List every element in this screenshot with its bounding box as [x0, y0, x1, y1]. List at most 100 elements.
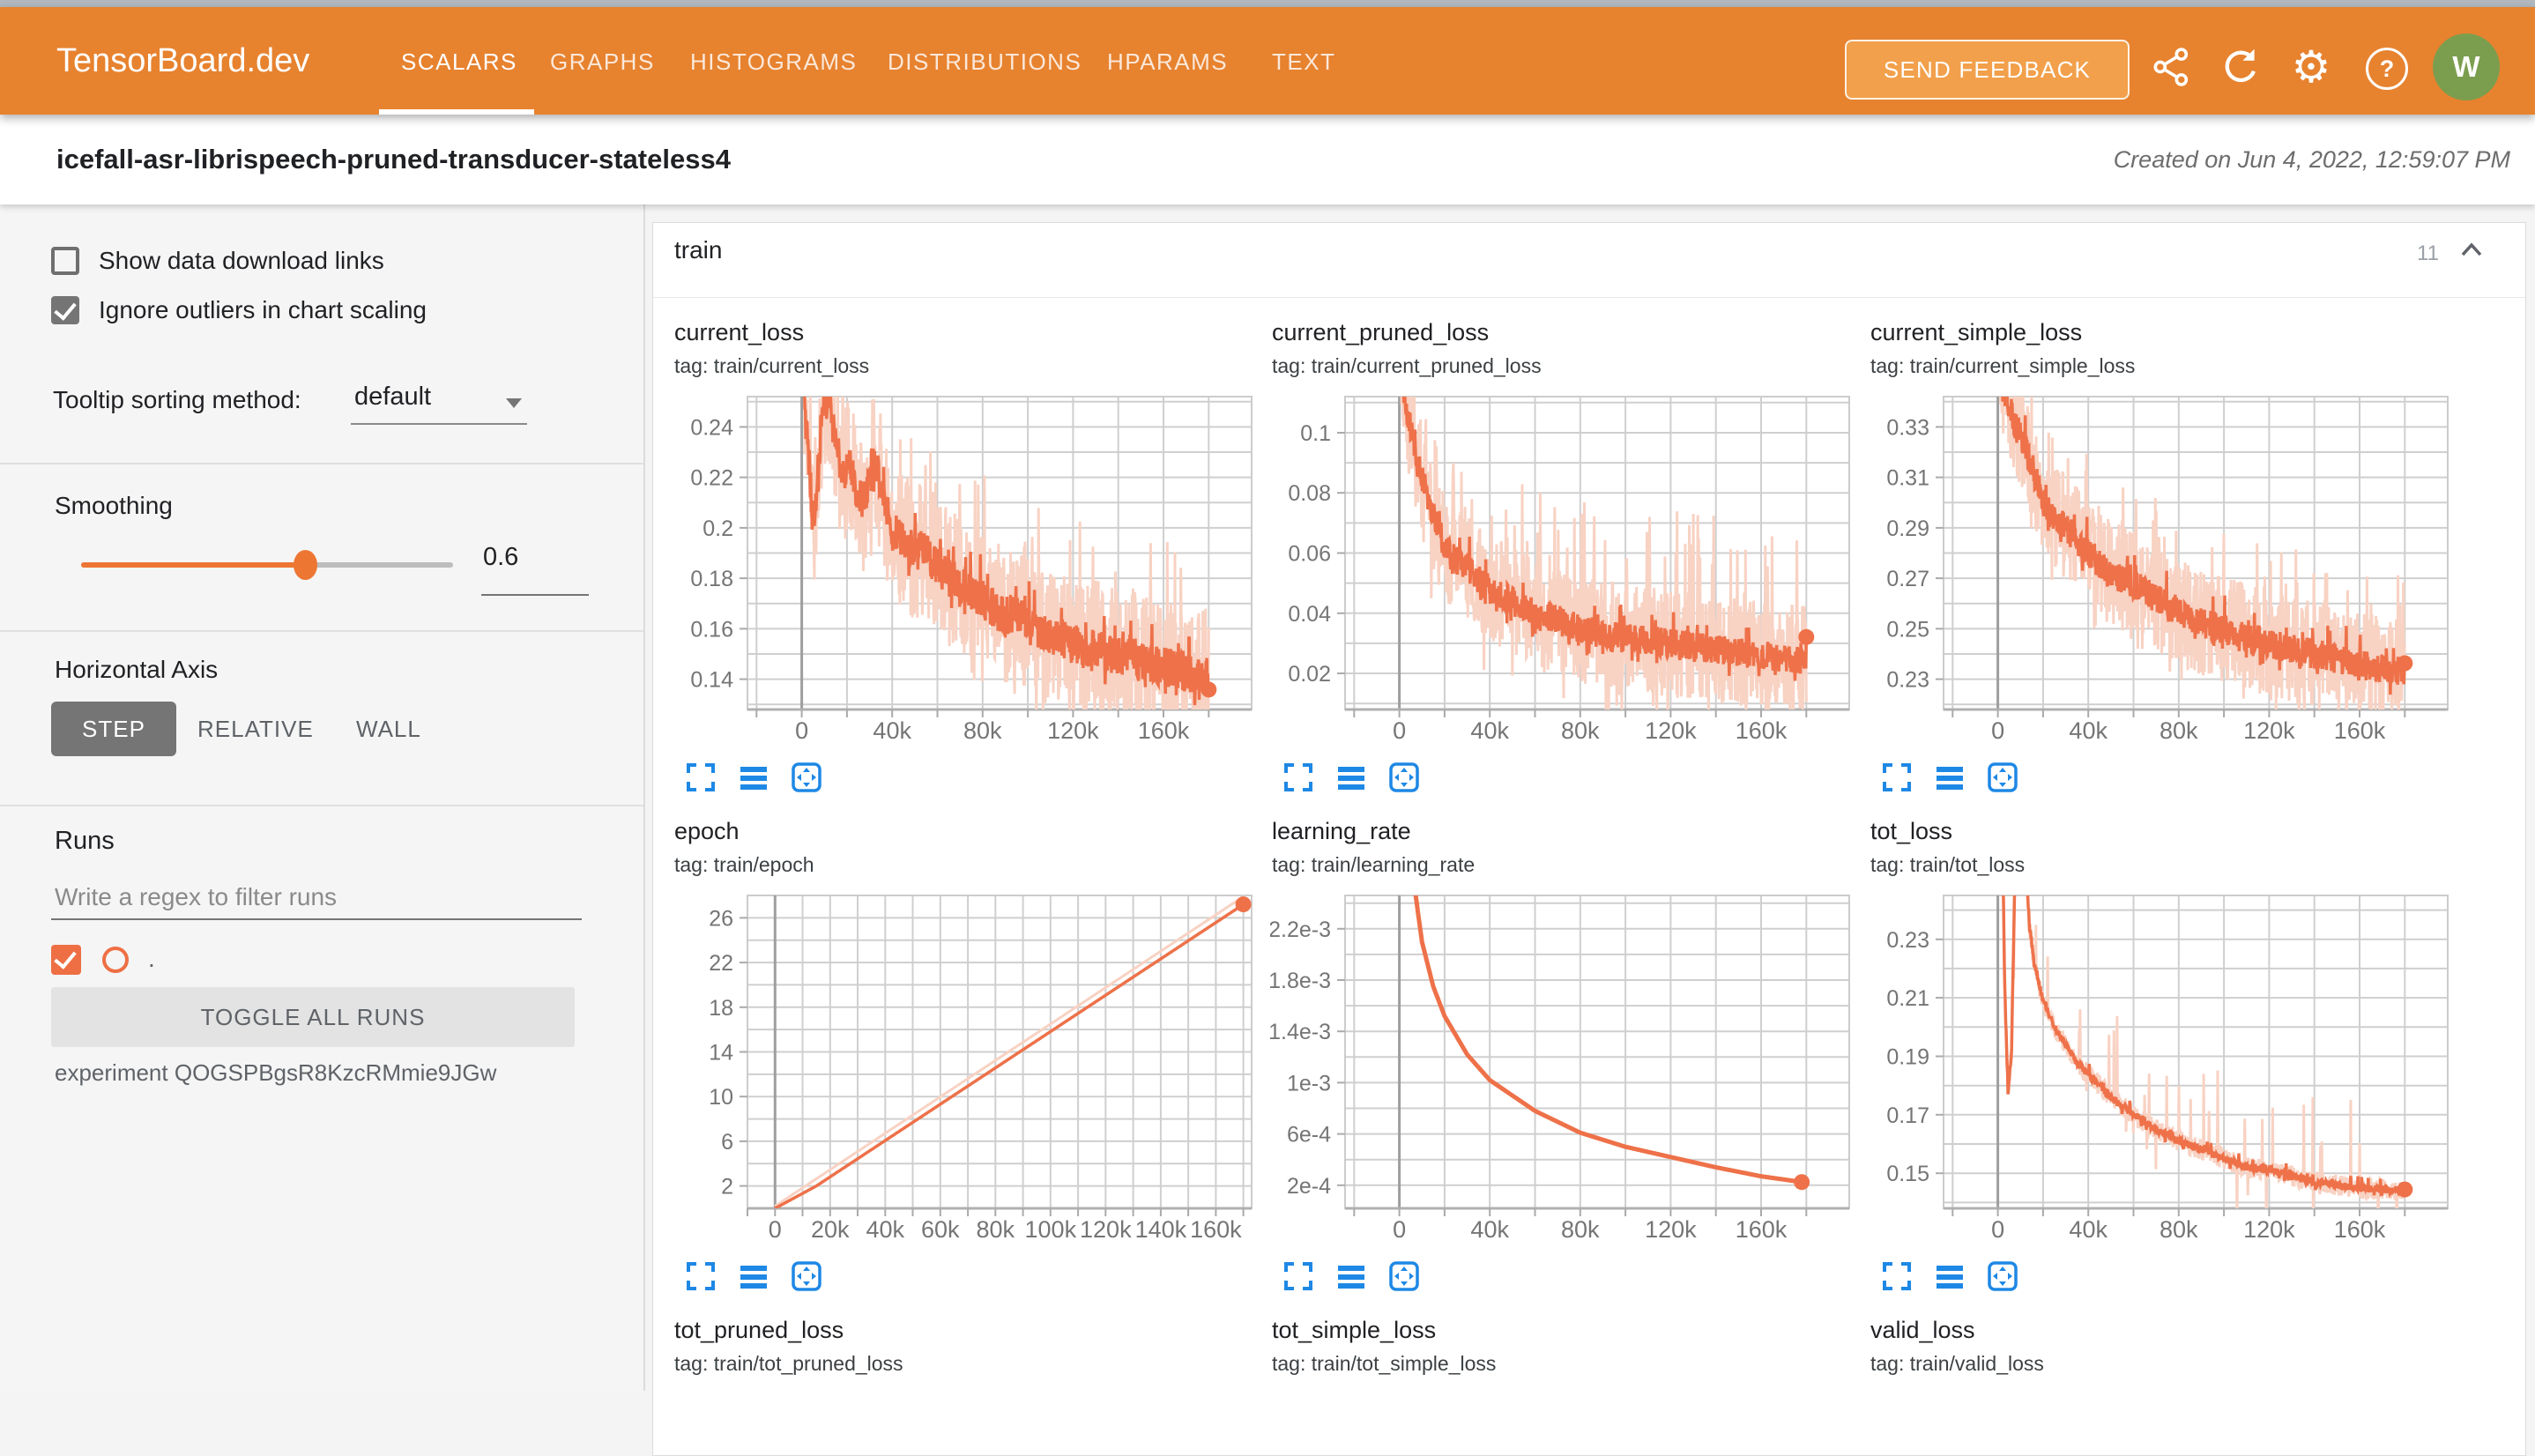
- runs-regex-input[interactable]: Write a regex to filter runs: [55, 883, 338, 910]
- svg-text:6e-4: 6e-4: [1287, 1123, 1331, 1148]
- fit-domain-icon[interactable]: [791, 761, 822, 793]
- svg-text:120k: 120k: [1047, 717, 1099, 744]
- tab-hparams[interactable]: HPARAMS: [1107, 48, 1229, 75]
- experiment-id-label: experiment QOGSPBgsR8KzcRMmie9JGw: [55, 1059, 497, 1086]
- smoothing-value[interactable]: 0.6: [483, 543, 519, 571]
- smoothing-label: Smoothing: [55, 492, 173, 519]
- chart-plot[interactable]: 0.23 0.21 0.19 0.17 0.15 0 40k 80k 120k 160k: [1869, 892, 2450, 1248]
- fullscreen-icon[interactable]: [685, 761, 717, 793]
- toggle-all-runs-button[interactable]: TOGGLE ALL RUNS: [51, 987, 575, 1047]
- tooltip-sorting-value: default: [354, 383, 432, 411]
- chart-tag: tag: train/valid_loss: [1870, 1352, 2044, 1375]
- runs-label: Runs: [55, 827, 115, 855]
- axis-step-button[interactable]: STEP: [51, 702, 176, 756]
- app-logo[interactable]: TensorBoard.dev: [56, 42, 310, 79]
- data-table-icon[interactable]: [1934, 761, 1966, 793]
- settings-sidebar: Show data download links Ignore outliers…: [0, 204, 644, 1391]
- fit-domain-icon[interactable]: [1388, 1260, 1420, 1292]
- svg-text:80k: 80k: [1561, 1216, 1600, 1243]
- chart-plot[interactable]: 26 22 18 14 10 6 2 0 20k 40k 60k 80k 100k 120k 140k 160…: [673, 892, 1254, 1248]
- divider: [0, 463, 644, 464]
- smoothing-value-underline: [481, 594, 589, 596]
- svg-text:120k: 120k: [1645, 717, 1697, 744]
- fit-domain-icon[interactable]: [1987, 1260, 2018, 1292]
- svg-text:0.18: 0.18: [690, 567, 733, 591]
- send-feedback-button[interactable]: SEND FEEDBACK: [1845, 40, 2130, 100]
- svg-text:0.1: 0.1: [1300, 421, 1331, 446]
- settings-gear-icon[interactable]: ⚙: [2291, 42, 2331, 92]
- fullscreen-icon[interactable]: [1881, 1260, 1913, 1292]
- axis-wall-button[interactable]: WALL: [356, 716, 421, 742]
- axis-relative-button[interactable]: RELATIVE: [197, 716, 314, 742]
- svg-text:140k: 140k: [1135, 1216, 1187, 1243]
- svg-text:0: 0: [1991, 1216, 2004, 1243]
- help-icon[interactable]: ?: [2366, 48, 2408, 90]
- divider: [0, 630, 644, 632]
- chart-title: current_simple_loss: [1870, 319, 2083, 345]
- svg-text:6: 6: [721, 1130, 733, 1155]
- svg-text:40k: 40k: [1470, 717, 1509, 744]
- chart-title: current_pruned_loss: [1272, 319, 1490, 345]
- share-icon[interactable]: [2151, 46, 2193, 88]
- svg-text:0.23: 0.23: [1886, 668, 1929, 693]
- run-color-swatch: [102, 947, 129, 973]
- chart-toolbar: [685, 761, 844, 797]
- experiment-header: icefall-asr-librispeech-pruned-transduce…: [0, 115, 2535, 204]
- chart-tag: tag: train/tot_loss: [1870, 853, 2026, 876]
- chart-title: epoch: [674, 818, 740, 844]
- svg-text:0.22: 0.22: [690, 466, 733, 491]
- chart-plot[interactable]: 0.24 0.22 0.2 0.18 0.16 0.14 0 40k 80k 120k 160k: [673, 393, 1254, 749]
- svg-text:0.08: 0.08: [1288, 481, 1331, 506]
- chart-tag: tag: train/current_simple_loss: [1870, 354, 2136, 377]
- ignore-outliers-checkbox[interactable]: [51, 296, 79, 324]
- data-table-icon[interactable]: [1934, 1260, 1966, 1292]
- svg-text:1.4e-3: 1.4e-3: [1270, 1020, 1331, 1044]
- chart-plot[interactable]: 0.33 0.31 0.29 0.27 0.25 0.23 0 40k 80k 120k 160k: [1869, 393, 2450, 749]
- svg-text:160k: 160k: [1736, 717, 1788, 744]
- svg-text:0.24: 0.24: [690, 415, 733, 440]
- data-table-icon[interactable]: [1335, 761, 1367, 793]
- svg-text:1e-3: 1e-3: [1287, 1071, 1331, 1096]
- fullscreen-icon[interactable]: [1282, 761, 1314, 793]
- active-tab-underline: [379, 109, 534, 115]
- chart-plot[interactable]: 2.2e-3 1.8e-3 1.4e-3 1e-3 6e-4 2e-4 0 40k 80k 120…: [1270, 892, 1852, 1248]
- tab-text[interactable]: TEXT: [1272, 48, 1336, 75]
- chart-toolbar: [685, 1260, 844, 1296]
- svg-text:0.06: 0.06: [1288, 542, 1331, 567]
- fit-domain-icon[interactable]: [1987, 761, 2018, 793]
- svg-text:40k: 40k: [2069, 1216, 2108, 1243]
- chevron-down-icon: [506, 398, 522, 408]
- tab-distributions[interactable]: DISTRIBUTIONS: [888, 48, 1082, 75]
- tab-graphs[interactable]: GRAPHS: [550, 48, 655, 75]
- fullscreen-icon[interactable]: [1881, 761, 1913, 793]
- tooltip-sorting-dropdown[interactable]: default: [351, 381, 527, 425]
- smoothing-slider-thumb[interactable]: [294, 550, 317, 580]
- chart-toolbar: [1282, 1260, 1441, 1296]
- svg-text:18: 18: [709, 996, 733, 1021]
- data-table-icon[interactable]: [738, 761, 769, 793]
- fullscreen-icon[interactable]: [685, 1260, 717, 1292]
- collapse-chevron-up-icon[interactable]: [2456, 234, 2487, 266]
- fit-domain-icon[interactable]: [791, 1260, 822, 1292]
- data-table-icon[interactable]: [1335, 1260, 1367, 1292]
- svg-text:0.31: 0.31: [1886, 466, 1929, 491]
- svg-text:0: 0: [1393, 1216, 1406, 1243]
- tab-histograms[interactable]: HISTOGRAMS: [690, 48, 858, 75]
- show-download-links-checkbox[interactable]: [51, 247, 79, 275]
- fullscreen-icon[interactable]: [1282, 1260, 1314, 1292]
- avatar[interactable]: W: [2433, 33, 2500, 100]
- svg-text:160k: 160k: [1138, 717, 1190, 744]
- data-table-icon[interactable]: [738, 1260, 769, 1292]
- chart-plot[interactable]: 0.1 0.08 0.06 0.04 0.02 0 40k 80k 120k 160k: [1270, 393, 1852, 749]
- svg-text:0.27: 0.27: [1886, 567, 1929, 591]
- divider: [0, 805, 644, 806]
- fit-domain-icon[interactable]: [1388, 761, 1420, 793]
- refresh-icon[interactable]: [2219, 46, 2262, 88]
- tab-scalars[interactable]: SCALARS: [401, 48, 517, 75]
- chart-tag: tag: train/learning_rate: [1272, 853, 1476, 876]
- runs-regex-underline: [51, 918, 582, 920]
- svg-text:14: 14: [709, 1041, 733, 1066]
- run-checkbox[interactable]: [51, 945, 81, 975]
- svg-text:0: 0: [1991, 717, 2004, 744]
- svg-text:0: 0: [795, 717, 808, 744]
